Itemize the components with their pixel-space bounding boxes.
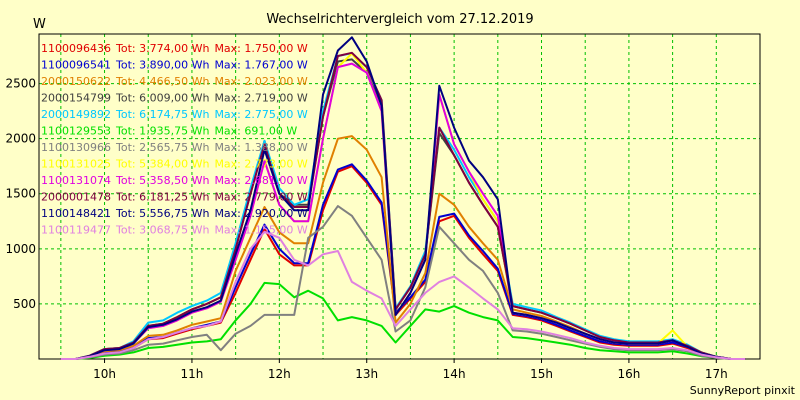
legend-entry: 1100131025 Tot: 5.384,00 Wh Max: 2.773,00 … (41, 158, 308, 171)
legend-max: Max: 2.023,00 W (214, 75, 307, 88)
series-line-1100130966 (60, 205, 746, 360)
x-tick-label: 12h (268, 367, 291, 381)
y-tick-label: 500 (13, 297, 36, 311)
legend-series-name: 1100131074 (41, 174, 111, 187)
legend-max: Max: 1.388,00 W (214, 141, 307, 154)
y-tick-label: 1000 (5, 242, 36, 256)
x-tick-label: 13h (355, 367, 378, 381)
legend-max: Max: 2.773,00 W (214, 158, 307, 171)
x-tick-label: 15h (530, 367, 553, 381)
legend-max: Max: 1.750,00 W (214, 42, 307, 55)
legend-series-name: 2000001478 (41, 191, 111, 204)
y-tick-label: 1500 (5, 187, 36, 201)
legend-total: Tot: 6.009,00 Wh (115, 92, 209, 105)
legend-total: Tot: 5.358,50 Wh (115, 174, 209, 187)
legend-entry: 1100129553 Tot: 1.935,75 Wh Max: 691,00 W (41, 125, 297, 138)
legend-series-name: 1100131025 (41, 158, 111, 171)
legend-entry: 2000149892 Tot: 6.174,75 Wh Max: 2.775,00 … (41, 108, 308, 121)
legend-entry: 1100096541 Tot: 3.890,00 Wh Max: 1.767,00 … (41, 59, 308, 72)
legend-total: Tot: 6.181,25 Wh (115, 191, 209, 204)
x-tick-label: 16h (617, 367, 640, 381)
x-tick-label: 17h (705, 367, 728, 381)
legend-max: Max: 2.920,00 W (214, 207, 307, 220)
legend-series-name: 1100119477 (41, 224, 111, 237)
legend-entry: 2000154799 Tot: 6.009,00 Wh Max: 2.719,00 … (41, 92, 308, 105)
legend-series-name: 1100096541 (41, 59, 111, 72)
y-axis-unit: W (33, 17, 46, 32)
legend-entry: 1100119477 Tot: 3.068,75 Wh Max: 1.155,00 … (41, 224, 308, 237)
legend-series-name: 1100130966 (41, 141, 111, 154)
series-lines (60, 36, 746, 360)
series-line-1100119477 (60, 230, 746, 360)
legend-entry: 1100130966 Tot: 2.565,75 Wh Max: 1.388,00 … (41, 141, 308, 154)
chart-title: Wechselrichtervergleich vom 27.12.2019 (266, 12, 533, 27)
legend-series-name: 1100129553 (41, 125, 111, 138)
legend-max: Max: 1.155,00 W (214, 224, 307, 237)
series-line-2000001478 (60, 51, 746, 360)
x-tick-label: 14h (443, 367, 466, 381)
legend-total: Tot: 5.556,75 Wh (115, 207, 209, 220)
legend-total: Tot: 1.935,75 Wh (115, 125, 209, 138)
legend-max: Max: 1.767,00 W (214, 59, 307, 72)
legend-series-name: 2000150622 (41, 75, 111, 88)
legend-max: Max: 2.779,00 W (214, 191, 307, 204)
legend-total: Tot: 3.774,00 Wh (115, 42, 209, 55)
axes: 500 1000 1500 2000 2500 10h 11h 12h 13h 14h 15h 16h… (5, 77, 727, 381)
x-tick-label: 10h (93, 367, 116, 381)
legend-series-name: 2000154799 (41, 92, 111, 105)
legend-entry: 2000150622 Tot: 4.466,50 Wh Max: 2.023,00 … (41, 75, 308, 88)
y-tick-label: 2000 (5, 132, 36, 146)
legend-total: Tot: 3.068,75 Wh (115, 224, 209, 237)
x-tick-label: 11h (181, 367, 204, 381)
legend-total: Tot: 5.384,00 Wh (115, 158, 209, 171)
legend-entry: 1100096436 Tot: 3.774,00 Wh Max: 1.750,00 … (41, 42, 308, 55)
legend-entry: 2000001478 Tot: 6.181,25 Wh Max: 2.779,00 … (41, 191, 308, 204)
series-line-1100148421 (60, 36, 746, 360)
y-tick-label: 2500 (5, 77, 36, 91)
legend-max: Max: 2.719,00 W (214, 92, 307, 105)
series-line-1100096436 (60, 165, 746, 360)
legend-total: Tot: 4.466,50 Wh (115, 75, 209, 88)
legend-total: Tot: 3.890,00 Wh (115, 59, 209, 72)
legend-series-name: 1100096436 (41, 42, 111, 55)
legend-entry: 1100131074 Tot: 5.358,50 Wh Max: 2.681,00 … (41, 174, 308, 187)
plot-area (38, 33, 761, 360)
legend-max: Max: 691,00 W (214, 125, 297, 138)
legend-total: Tot: 6.174,75 Wh (115, 108, 209, 121)
legend-max: Max: 2.681,00 W (214, 174, 307, 187)
legend-entry: 1100148421 Tot: 5.556,75 Wh Max: 2.920,00 … (41, 207, 308, 220)
chart-footer: SunnyReport pinxit (690, 384, 796, 397)
legend-series-name: 1100148421 (41, 207, 111, 220)
legend-series-name: 2000149892 (41, 108, 111, 121)
series-line-1100129553 (60, 281, 746, 360)
legend-max: Max: 2.775,00 W (214, 108, 307, 121)
legend: 1100096436 Tot: 3.774,00 Wh Max: 1.750,00 … (41, 42, 308, 237)
legend-total: Tot: 2.565,75 Wh (115, 141, 209, 154)
